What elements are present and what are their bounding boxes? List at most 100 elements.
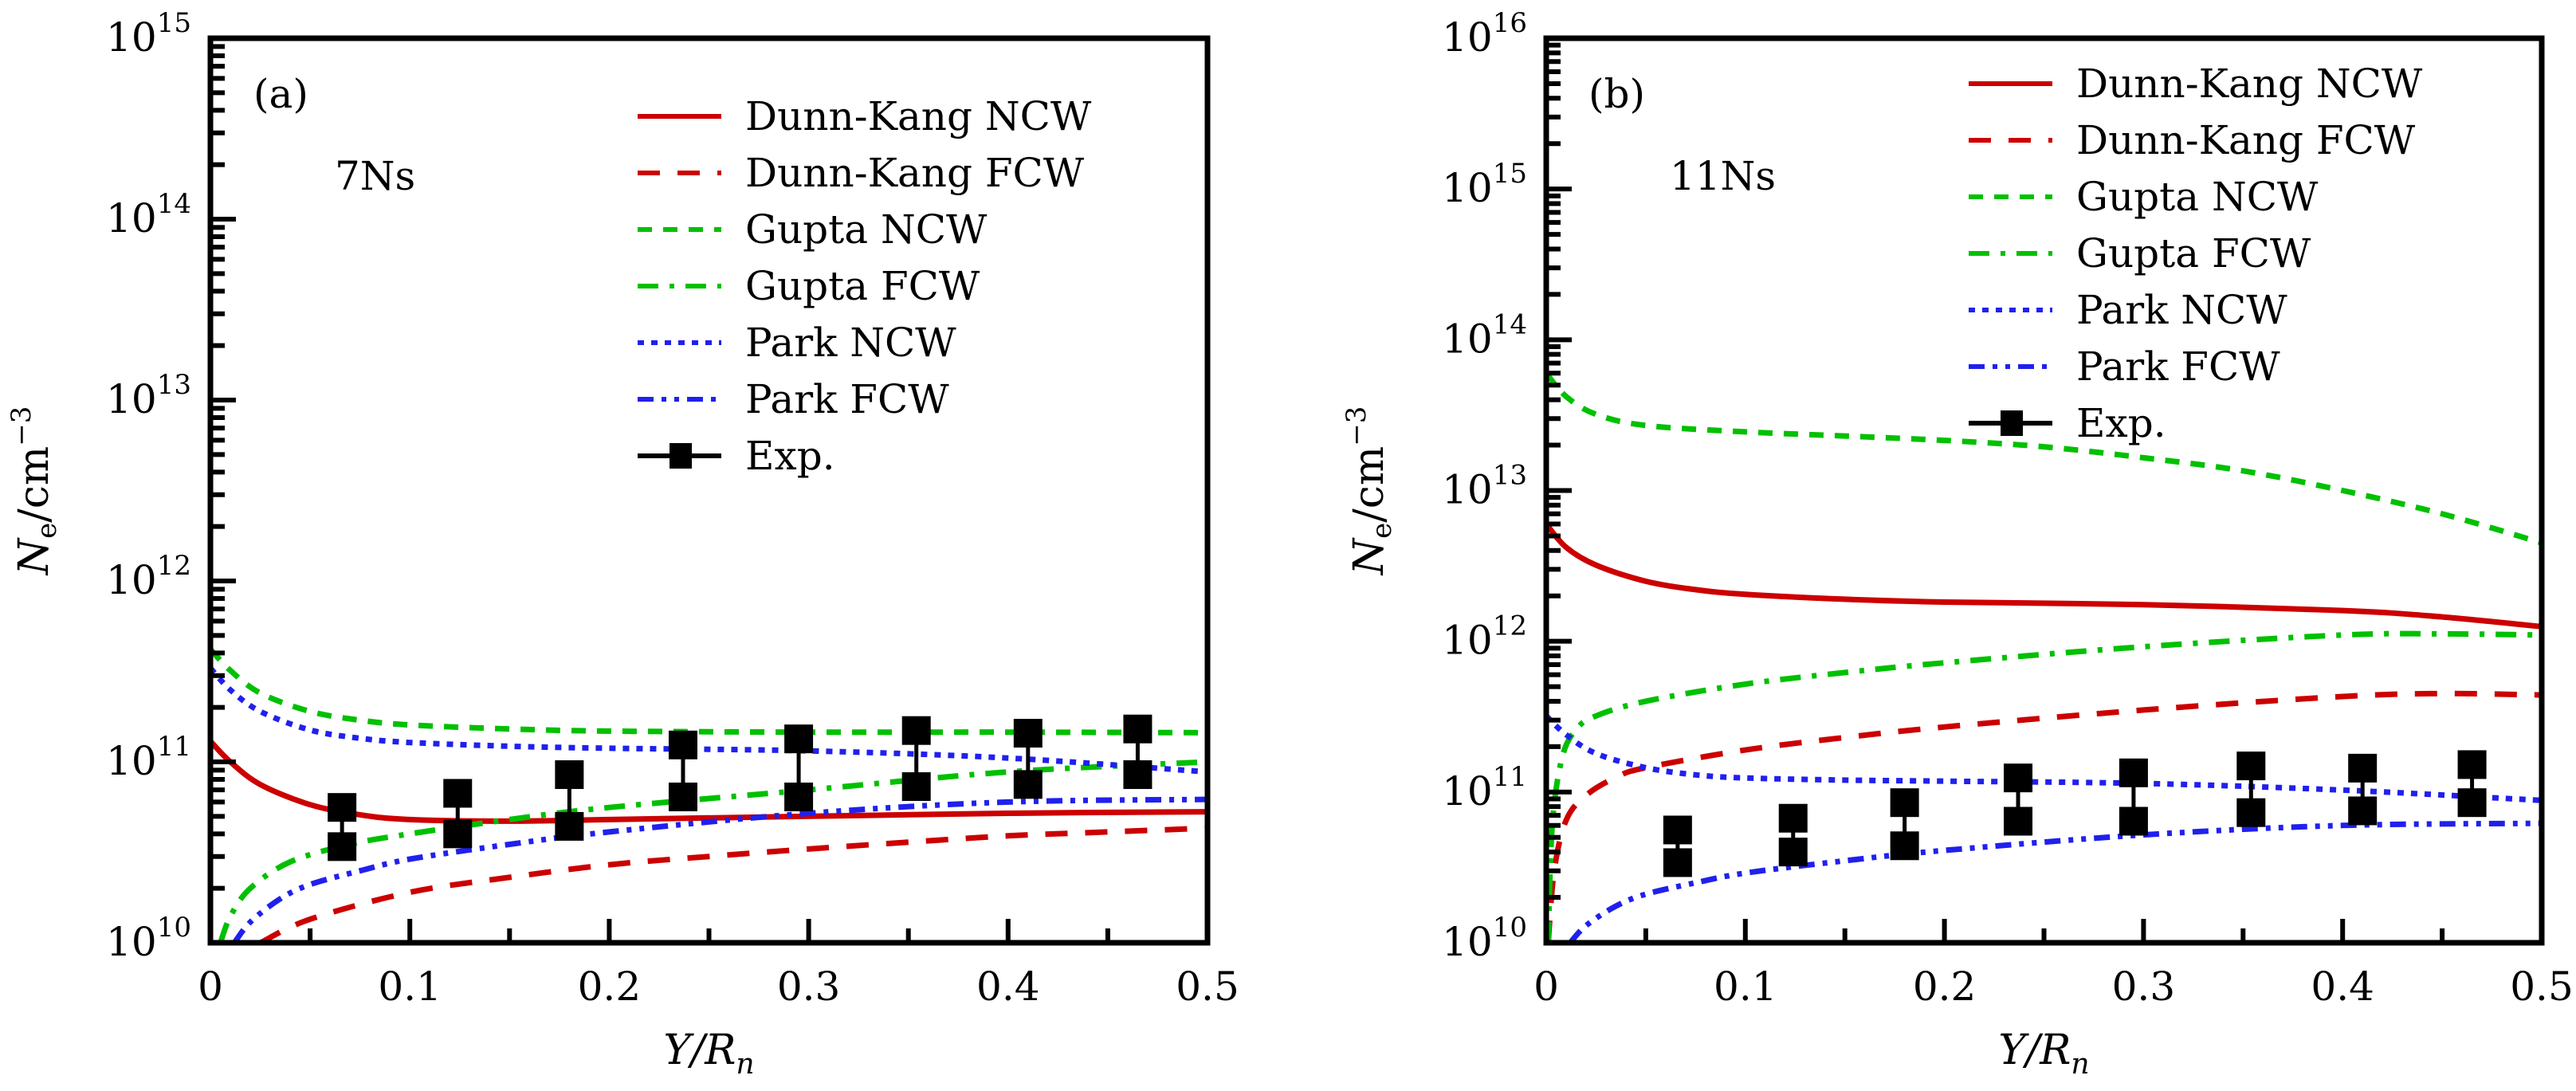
y-axis-label-main: N bbox=[10, 537, 58, 576]
series-line-park-fcw bbox=[232, 796, 1208, 943]
series-line-gupta-ncw bbox=[210, 647, 1208, 736]
exp-marker-low bbox=[2457, 788, 2487, 818]
y-tick-label: 1012 bbox=[1442, 610, 1527, 664]
exp-marker-low bbox=[668, 782, 697, 811]
exp-marker-low bbox=[328, 832, 357, 861]
y-tick-label: 1015 bbox=[1442, 158, 1527, 211]
y-tick-label: 1011 bbox=[106, 731, 191, 784]
legend-label: Park NCW bbox=[745, 320, 956, 366]
exp-marker-low bbox=[1123, 760, 1153, 790]
y-tick-base: 10 bbox=[106, 738, 157, 784]
y-axis-label-sub: e bbox=[31, 523, 63, 539]
y-tick-label: 1010 bbox=[1442, 912, 1527, 965]
x-tick-label: 0.3 bbox=[2112, 963, 2176, 1010]
legend-label: Dunn-Kang FCW bbox=[2076, 117, 2416, 163]
y-tick-exponent: 13 bbox=[157, 369, 191, 401]
legend-label: Park FCW bbox=[2076, 343, 2280, 390]
x-axis-label-main: Y/R bbox=[663, 1026, 736, 1074]
y-tick-label: 1015 bbox=[106, 7, 191, 61]
y-axis-label: Ne/cm−3 bbox=[6, 406, 63, 577]
y-axis-label: Ne/cm−3 bbox=[1341, 406, 1398, 577]
exp-marker-high bbox=[2004, 763, 2033, 793]
exp-marker-high bbox=[2457, 750, 2487, 779]
legend-label: Dunn-Kang NCW bbox=[745, 93, 1092, 139]
x-tick-label: 0.3 bbox=[777, 963, 841, 1010]
exp-marker-high bbox=[1123, 714, 1153, 744]
y-tick-base: 10 bbox=[106, 557, 157, 603]
series-line-park-ncw bbox=[1546, 713, 2542, 803]
y-tick-base: 10 bbox=[1442, 316, 1493, 362]
y-tick-exponent: 15 bbox=[157, 7, 191, 39]
x-axis-label: Y/Rn bbox=[1998, 1026, 2089, 1081]
exp-marker-high bbox=[555, 760, 584, 790]
legend: Dunn-Kang NCW Dunn-Kang FCW Gupta NCW Gupta… bbox=[638, 93, 1092, 479]
x-tick-label: 0.4 bbox=[976, 963, 1040, 1010]
y-tick-exponent: 10 bbox=[157, 912, 191, 944]
y-tick-label: 1014 bbox=[1442, 308, 1527, 362]
legend-label: Exp. bbox=[2076, 400, 2166, 446]
x-tick-label: 0 bbox=[198, 963, 223, 1010]
exp-marker-high bbox=[1663, 815, 1692, 845]
legend-label: Exp. bbox=[745, 433, 835, 479]
legend-marker-exp bbox=[670, 443, 692, 469]
y-axis-label-main: N bbox=[1345, 537, 1393, 576]
y-tick-base: 10 bbox=[1442, 467, 1493, 513]
y-tick-exponent: 12 bbox=[157, 550, 191, 582]
y-tick-base: 10 bbox=[1442, 618, 1493, 664]
y-axis-label-rest: /cm bbox=[1345, 446, 1393, 523]
x-tick-label: 0.5 bbox=[1176, 963, 1239, 1010]
legend: Dunn-Kang NCW Dunn-Kang FCW Gupta NCW Gupta… bbox=[1969, 61, 2423, 446]
legend-label: Gupta FCW bbox=[745, 263, 980, 309]
y-tick-base: 10 bbox=[1442, 919, 1493, 965]
y-tick-exponent: 10 bbox=[1493, 912, 1527, 944]
y-axis-label-rest: /cm bbox=[10, 446, 58, 523]
exp-marker-high bbox=[668, 730, 697, 759]
legend-label: Park FCW bbox=[745, 376, 949, 422]
exp-marker-high bbox=[901, 716, 931, 745]
x-tick-label: 0 bbox=[1533, 963, 1559, 1010]
x-axis-label-sub: n bbox=[736, 1048, 754, 1081]
exp-marker-low bbox=[2236, 798, 2266, 827]
y-tick-label: 1012 bbox=[106, 550, 191, 603]
panel-annotation: 11Ns bbox=[1670, 153, 1776, 199]
series-line-dunn-kang-ncw bbox=[210, 739, 1208, 824]
y-tick-exponent: 11 bbox=[157, 731, 191, 763]
exp-marker-high bbox=[1013, 719, 1043, 748]
y-tick-label: 1013 bbox=[106, 369, 191, 422]
exp-marker-low bbox=[1890, 831, 1919, 861]
series-line-dunn-kang-fcw bbox=[259, 825, 1208, 943]
series-line-park-fcw bbox=[1568, 820, 2542, 943]
y-tick-base: 10 bbox=[106, 919, 157, 965]
exp-marker-high bbox=[784, 724, 814, 754]
panel-label: (a) bbox=[253, 71, 308, 117]
legend-label: Dunn-Kang NCW bbox=[2076, 61, 2423, 107]
series-line-gupta-fcw bbox=[1546, 630, 2542, 943]
y-axis-label-sup: −3 bbox=[1341, 406, 1372, 446]
y-tick-label: 1014 bbox=[106, 188, 191, 241]
y-tick-exponent: 11 bbox=[1493, 761, 1527, 793]
exp-marker-low bbox=[555, 811, 584, 841]
legend-label: Dunn-Kang FCW bbox=[745, 150, 1085, 196]
y-tick-base: 10 bbox=[1442, 14, 1493, 61]
legend-label: Gupta NCW bbox=[2076, 174, 2319, 220]
y-tick-base: 10 bbox=[106, 195, 157, 241]
series-line-park-ncw bbox=[210, 665, 1208, 775]
legend-label: Gupta NCW bbox=[745, 206, 988, 253]
x-tick-label: 0.2 bbox=[578, 963, 642, 1010]
exp-marker-high bbox=[2348, 753, 2378, 783]
legend-label: Gupta FCW bbox=[2076, 230, 2311, 277]
exp-marker-high bbox=[2236, 752, 2266, 781]
exp-marker-low bbox=[2348, 796, 2378, 826]
x-tick-label: 0.1 bbox=[1714, 963, 1777, 1010]
exp-marker-high bbox=[443, 779, 473, 808]
panel-annotation: 7Ns bbox=[335, 153, 415, 199]
series-line-gupta-ncw bbox=[1546, 371, 2542, 546]
y-tick-label: 1016 bbox=[1442, 7, 1527, 61]
y-axis-label-sup: −3 bbox=[6, 406, 37, 446]
exp-marker-high bbox=[1890, 788, 1919, 818]
exp-marker-high bbox=[1778, 803, 1808, 833]
exp-marker-low bbox=[1663, 848, 1692, 877]
y-tick-exponent: 12 bbox=[1493, 610, 1527, 642]
